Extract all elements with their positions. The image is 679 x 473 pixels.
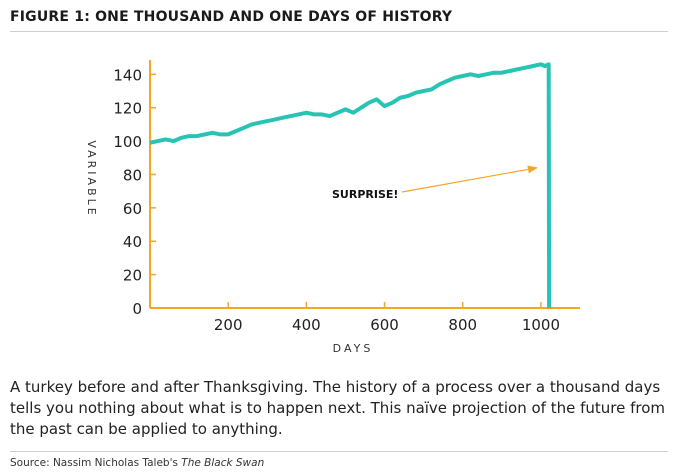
source-prefix: Source: Nassim Nicholas Taleb's: [10, 457, 182, 469]
y-tick-label: 100: [113, 133, 142, 151]
title-divider: [10, 31, 668, 32]
series-line: [149, 62, 552, 309]
y-tick-label: 40: [123, 233, 142, 251]
x-tick-label: 1000: [522, 316, 560, 334]
x-tick-label: 800: [448, 316, 477, 334]
y-tick-label: 60: [123, 200, 142, 218]
y-tick-label: 120: [113, 100, 142, 118]
x-tick-label: 400: [292, 316, 321, 334]
annotation-arrow: [401, 165, 538, 193]
y-tick-label: 80: [123, 166, 142, 184]
y-axis-label: VARIABLE: [85, 140, 98, 217]
x-tick-label: 200: [214, 316, 243, 334]
y-tick-label: 20: [123, 267, 142, 285]
source-divider: [10, 451, 668, 452]
x-tick-label: 600: [370, 316, 399, 334]
x-axis-label: DAYS: [333, 342, 374, 355]
source-book-title: The Black Swan: [181, 457, 265, 469]
annotation-label: SURPRISE!: [332, 188, 398, 201]
source-note: Source: Nassim Nicholas Taleb's The Blac…: [10, 457, 264, 469]
figure-title: FIGURE 1: ONE THOUSAND AND ONE DAYS OF H…: [10, 9, 453, 25]
figure-caption: A turkey before and after Thanksgiving. …: [10, 378, 666, 438]
y-tick-label: 0: [132, 300, 142, 318]
line-chart: 0 20 40 60 80 100 120 140 200 400 600 800 1000 DAYS VA…: [85, 60, 580, 355]
y-tick-label: 140: [113, 66, 142, 84]
